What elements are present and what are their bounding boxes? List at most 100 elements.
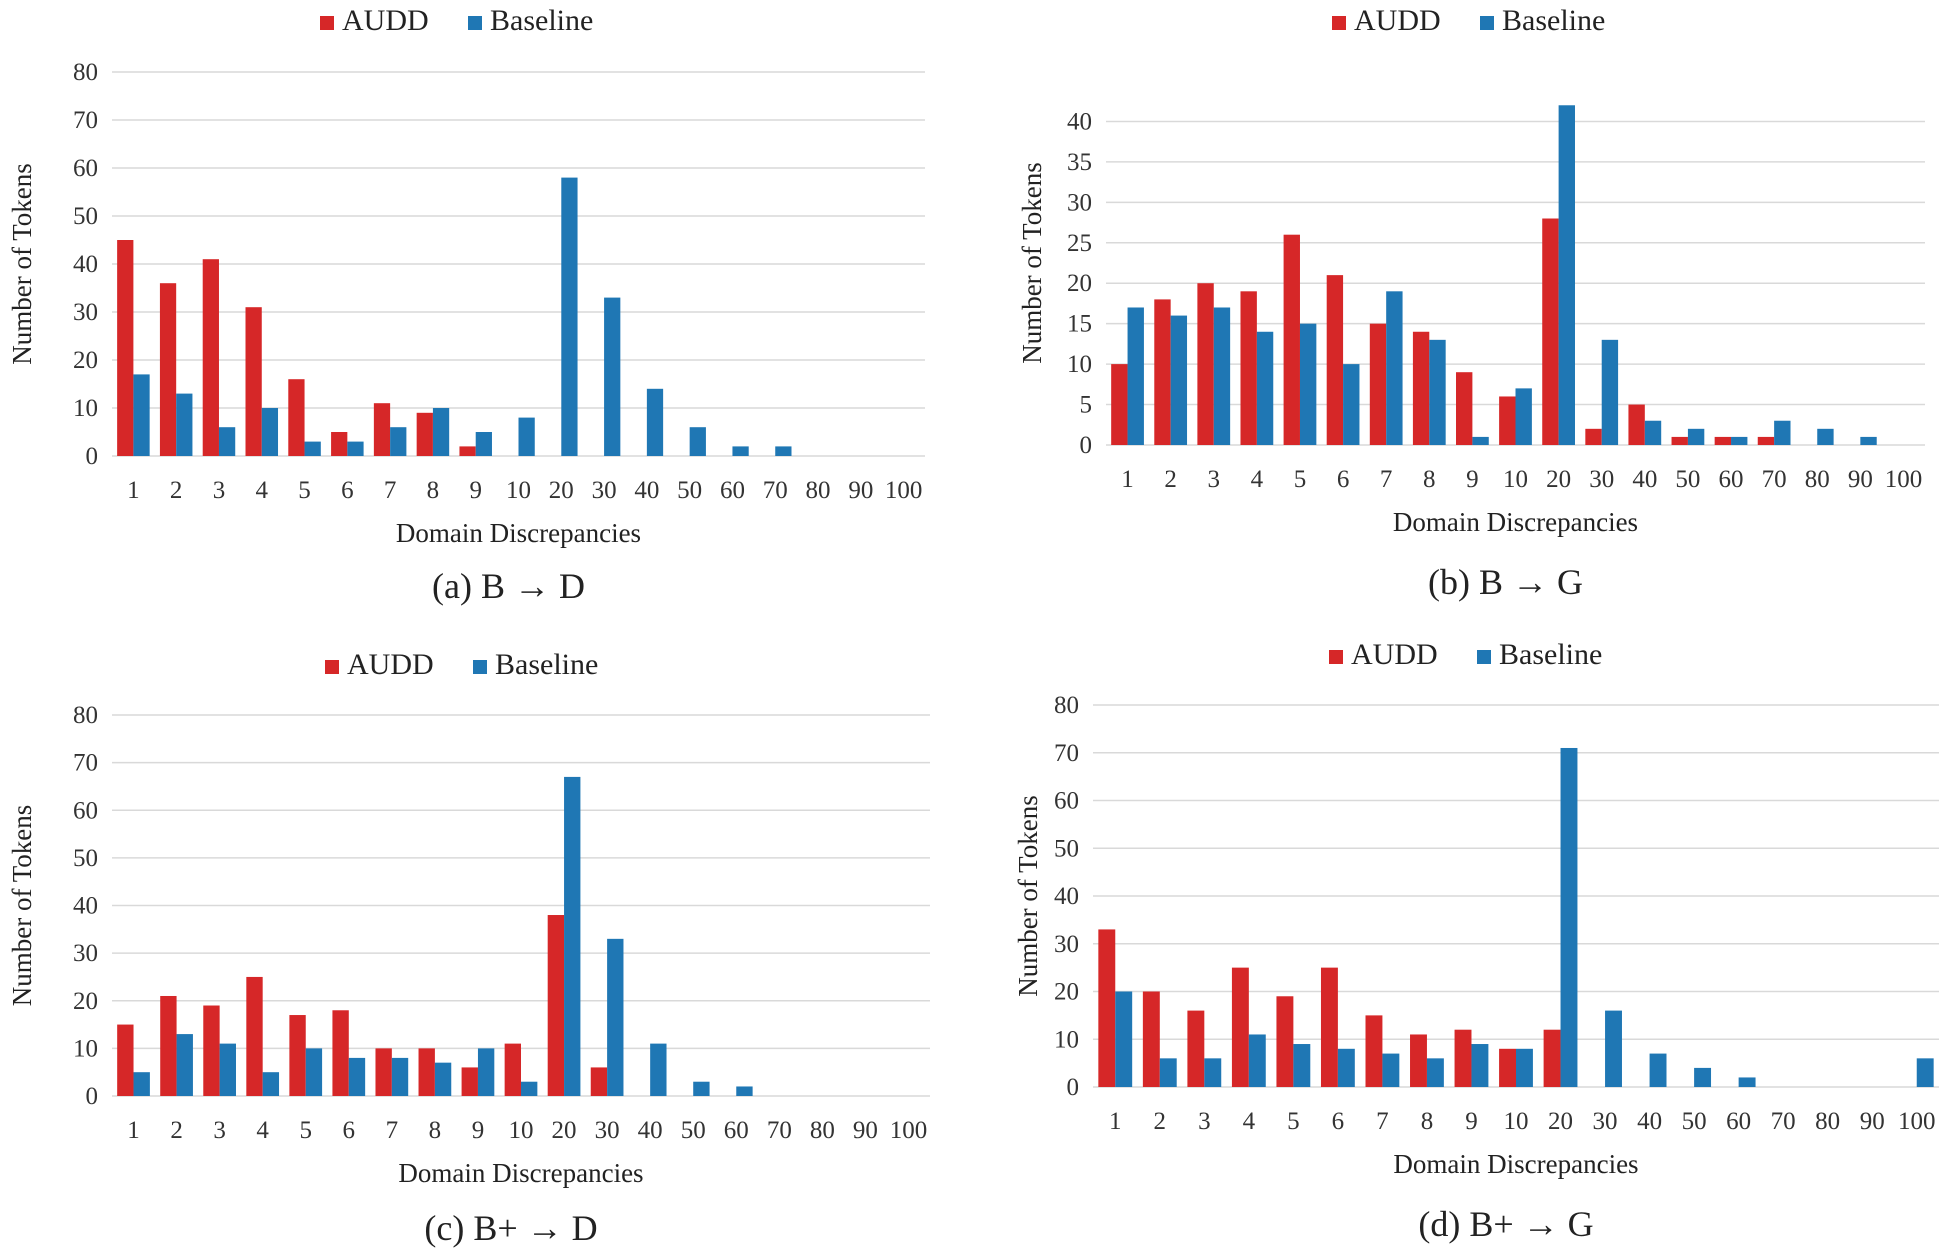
bar-baseline-10 xyxy=(1516,1048,1533,1087)
x-tick-label: 60 xyxy=(724,1117,749,1144)
bar-baseline-9 xyxy=(1471,1044,1489,1087)
y-axis-title: Number of Tokens xyxy=(1013,795,1043,997)
legend-label-baseline: Baseline xyxy=(1499,638,1602,671)
x-axis-title: Domain Discrepancies xyxy=(1393,507,1638,537)
x-tick-label: 7 xyxy=(1376,1108,1389,1135)
bar-baseline-80 xyxy=(1817,428,1834,445)
bar-audd-4 xyxy=(1240,291,1257,445)
bar-baseline-30 xyxy=(1605,1010,1622,1087)
legend-swatch-baseline xyxy=(1480,16,1494,30)
bar-baseline-7 xyxy=(1382,1053,1400,1087)
x-tick-label: 90 xyxy=(848,477,873,504)
bar-audd-6 xyxy=(331,432,348,456)
x-tick-label: 80 xyxy=(1805,466,1830,493)
x-tick-label: 6 xyxy=(1337,466,1350,493)
legend-label-audd: AUDD xyxy=(347,648,434,681)
x-tick-label: 1 xyxy=(1109,1108,1122,1135)
bar-baseline-30 xyxy=(1601,339,1619,445)
y-tick-label: 50 xyxy=(73,203,98,230)
bar-audd-9 xyxy=(459,446,476,456)
bar-audd-4 xyxy=(1231,967,1249,1088)
legend-swatch-audd xyxy=(320,16,334,30)
bar-audd-5 xyxy=(1283,234,1300,445)
bar-baseline-2 xyxy=(1170,315,1188,445)
bar-audd-7 xyxy=(1365,1015,1383,1088)
y-tick-label: 35 xyxy=(1067,149,1092,176)
x-tick-label: 30 xyxy=(592,477,617,504)
bar-baseline-20 xyxy=(564,776,581,1096)
x-tick-label: 70 xyxy=(767,1117,792,1144)
x-tick-label: 80 xyxy=(1815,1108,1840,1135)
bar-baseline-60 xyxy=(732,446,749,456)
bar-audd-8 xyxy=(1410,1034,1427,1087)
x-tick-label: 8 xyxy=(1423,466,1436,493)
x-axis-title: Domain Discrepancies xyxy=(398,1158,643,1188)
bar-audd-6 xyxy=(1320,967,1338,1088)
y-tick-label: 30 xyxy=(73,299,98,326)
x-tick-label: 3 xyxy=(213,1117,226,1144)
bar-baseline-10 xyxy=(518,417,535,456)
x-tick-label: 100 xyxy=(1898,1108,1936,1135)
y-tick-label: 40 xyxy=(1054,883,1079,910)
bar-audd-20 xyxy=(1543,1029,1561,1087)
y-tick-label: 60 xyxy=(1054,788,1079,815)
x-tick-label: 20 xyxy=(552,1117,577,1144)
bar-baseline-30 xyxy=(607,938,624,1096)
subfigure-caption: (d) B+ → G xyxy=(1418,1204,1593,1244)
x-tick-label: 10 xyxy=(506,477,531,504)
x-tick-label: 10 xyxy=(509,1117,534,1144)
bar-baseline-4 xyxy=(262,1072,280,1096)
bar-audd-3 xyxy=(203,1005,220,1096)
y-tick-label: 10 xyxy=(73,1035,98,1062)
bar-baseline-6 xyxy=(1337,1048,1355,1087)
y-tick-label: 25 xyxy=(1067,230,1092,257)
bar-baseline-7 xyxy=(391,1057,409,1096)
bar-baseline-5 xyxy=(1293,1044,1311,1087)
bar-audd-10 xyxy=(504,1043,521,1096)
x-tick-label: 70 xyxy=(763,477,788,504)
y-tick-label: 10 xyxy=(1067,351,1092,378)
bar-baseline-2 xyxy=(176,1034,193,1096)
x-tick-label: 50 xyxy=(1675,466,1700,493)
x-tick-label: 70 xyxy=(1762,466,1787,493)
y-tick-label: 70 xyxy=(73,750,98,777)
y-tick-label: 20 xyxy=(1054,979,1079,1006)
x-tick-label: 70 xyxy=(1771,1108,1796,1135)
y-tick-label: 70 xyxy=(73,107,98,134)
legend-swatch-audd xyxy=(1329,650,1343,664)
bar-audd-2 xyxy=(159,283,177,456)
y-tick-label: 50 xyxy=(1054,835,1079,862)
bar-audd-4 xyxy=(246,976,263,1096)
bar-baseline-40 xyxy=(646,388,664,456)
bar-audd-20 xyxy=(1542,218,1559,445)
y-tick-label: 30 xyxy=(73,940,98,967)
x-tick-label: 3 xyxy=(213,477,226,504)
bar-baseline-2 xyxy=(1159,1058,1177,1087)
bar-audd-9 xyxy=(1456,372,1473,445)
bar-baseline-70 xyxy=(775,446,792,456)
x-tick-label: 4 xyxy=(1251,466,1264,493)
x-tick-label: 30 xyxy=(1593,1108,1618,1135)
legend-label-audd: AUDD xyxy=(342,4,429,37)
bar-baseline-7 xyxy=(1386,291,1403,445)
x-tick-label: 4 xyxy=(1243,1108,1256,1135)
x-tick-label: 40 xyxy=(1632,466,1657,493)
x-tick-label: 9 xyxy=(469,477,482,504)
legend-swatch-audd xyxy=(325,660,339,674)
bar-audd-7 xyxy=(1369,323,1387,445)
bar-audd-5 xyxy=(288,379,305,456)
x-tick-label: 20 xyxy=(549,477,574,504)
bar-audd-6 xyxy=(332,1010,349,1096)
x-tick-label: 50 xyxy=(677,477,702,504)
bar-audd-6 xyxy=(1326,275,1344,445)
x-tick-label: 6 xyxy=(1332,1108,1345,1135)
bar-baseline-1 xyxy=(133,1072,150,1096)
bar-audd-20 xyxy=(547,915,565,1096)
x-tick-label: 50 xyxy=(1682,1108,1707,1135)
x-tick-label: 90 xyxy=(1848,466,1873,493)
x-tick-label: 5 xyxy=(1287,1108,1300,1135)
x-tick-label: 8 xyxy=(429,1117,442,1144)
chart-bplus-to-g: 0 10 20 30 40 50 60 70 80 1 2 3 4 5 6 7 8 9 10 20 30 40 50 60 70… xyxy=(1013,638,1939,1244)
bar-audd-60 xyxy=(1714,436,1732,445)
